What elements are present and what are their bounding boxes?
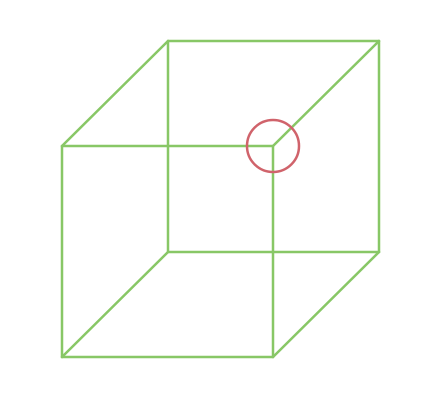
top-right-connector xyxy=(271,39,381,148)
highlight-circle xyxy=(245,118,301,174)
bottom-left-connector xyxy=(60,250,170,359)
cube-edges xyxy=(60,39,381,359)
top-left-connector xyxy=(60,39,170,148)
bottom-right-connector xyxy=(271,250,381,359)
